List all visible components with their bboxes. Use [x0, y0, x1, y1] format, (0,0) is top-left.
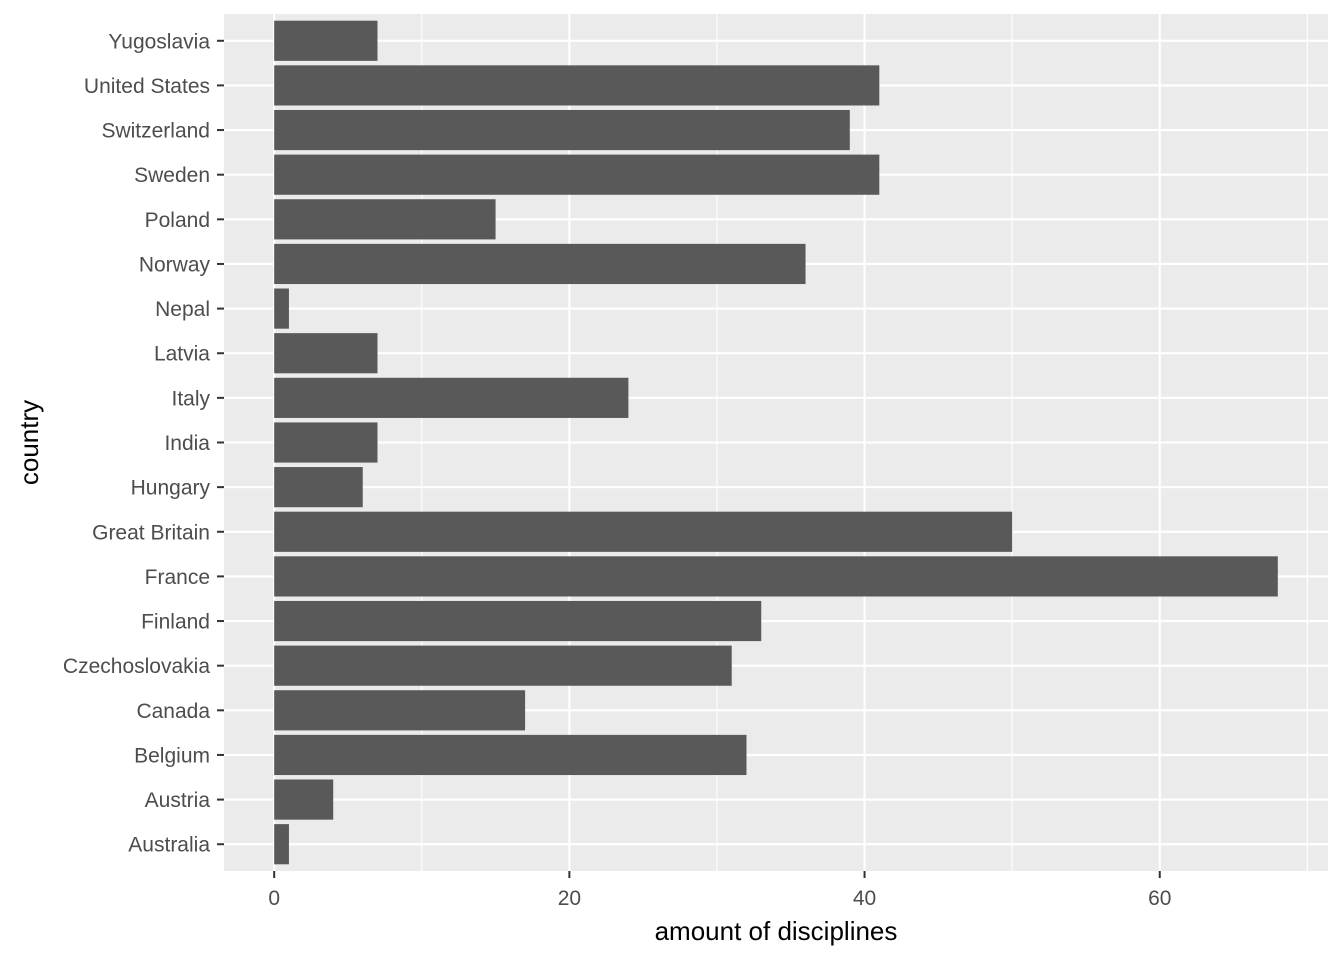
x-axis-title: amount of disciplines — [655, 916, 898, 946]
y-tick-label: Australia — [128, 834, 210, 857]
y-tick-label: Austria — [145, 789, 211, 812]
y-tick-label: Switzerland — [101, 120, 210, 143]
bar-india — [274, 422, 378, 463]
y-tick-label: Belgium — [134, 744, 210, 767]
y-tick-label: Canada — [136, 700, 210, 723]
y-tick-label: Latvia — [154, 343, 210, 366]
bar-belgium — [274, 734, 747, 776]
bar-nepal — [274, 288, 289, 329]
bar-united-states — [274, 65, 880, 106]
y-axis-ticks: Australia Austria Belgium Canada Czechoslova… — [63, 30, 224, 857]
y-axis-title: country — [14, 400, 44, 485]
bar-finland — [274, 600, 762, 642]
y-tick-label: Great Britain — [92, 521, 210, 544]
bars — [274, 20, 1278, 865]
bar-canada — [274, 690, 526, 731]
bar-switzerland — [274, 109, 850, 151]
y-tick-label: Yugoslavia — [108, 30, 210, 53]
y-tick-label: Nepal — [155, 298, 210, 321]
y-tick-label: Italy — [171, 387, 210, 410]
x-tick-label: 0 — [268, 887, 280, 910]
bar-sweden — [274, 154, 880, 195]
y-tick-label: Czechoslovakia — [63, 655, 210, 678]
bar-australia — [274, 824, 289, 865]
bar-czechoslovakia — [274, 645, 732, 686]
bar-yugoslavia — [274, 20, 378, 61]
bar-great-britain — [274, 511, 1013, 552]
bar-latvia — [274, 333, 378, 374]
bar-hungary — [274, 467, 363, 508]
x-tick-label: 60 — [1148, 887, 1171, 910]
bar-austria — [274, 779, 334, 820]
bar-norway — [274, 243, 806, 285]
y-tick-label: Finland — [141, 611, 210, 634]
x-axis-ticks: 0 20 40 60 — [268, 871, 1171, 910]
y-tick-label: Poland — [145, 209, 210, 232]
y-tick-label: United States — [84, 75, 210, 98]
x-tick-label: 20 — [558, 887, 581, 910]
bar-italy — [274, 377, 629, 418]
x-tick-label: 40 — [853, 887, 876, 910]
bar-poland — [274, 199, 496, 240]
bar-france — [274, 556, 1278, 597]
y-tick-label: Sweden — [134, 164, 210, 187]
y-tick-label: Hungary — [131, 477, 211, 500]
y-tick-label: India — [164, 432, 210, 455]
y-tick-label: Norway — [139, 253, 211, 276]
y-tick-label: France — [145, 566, 210, 589]
